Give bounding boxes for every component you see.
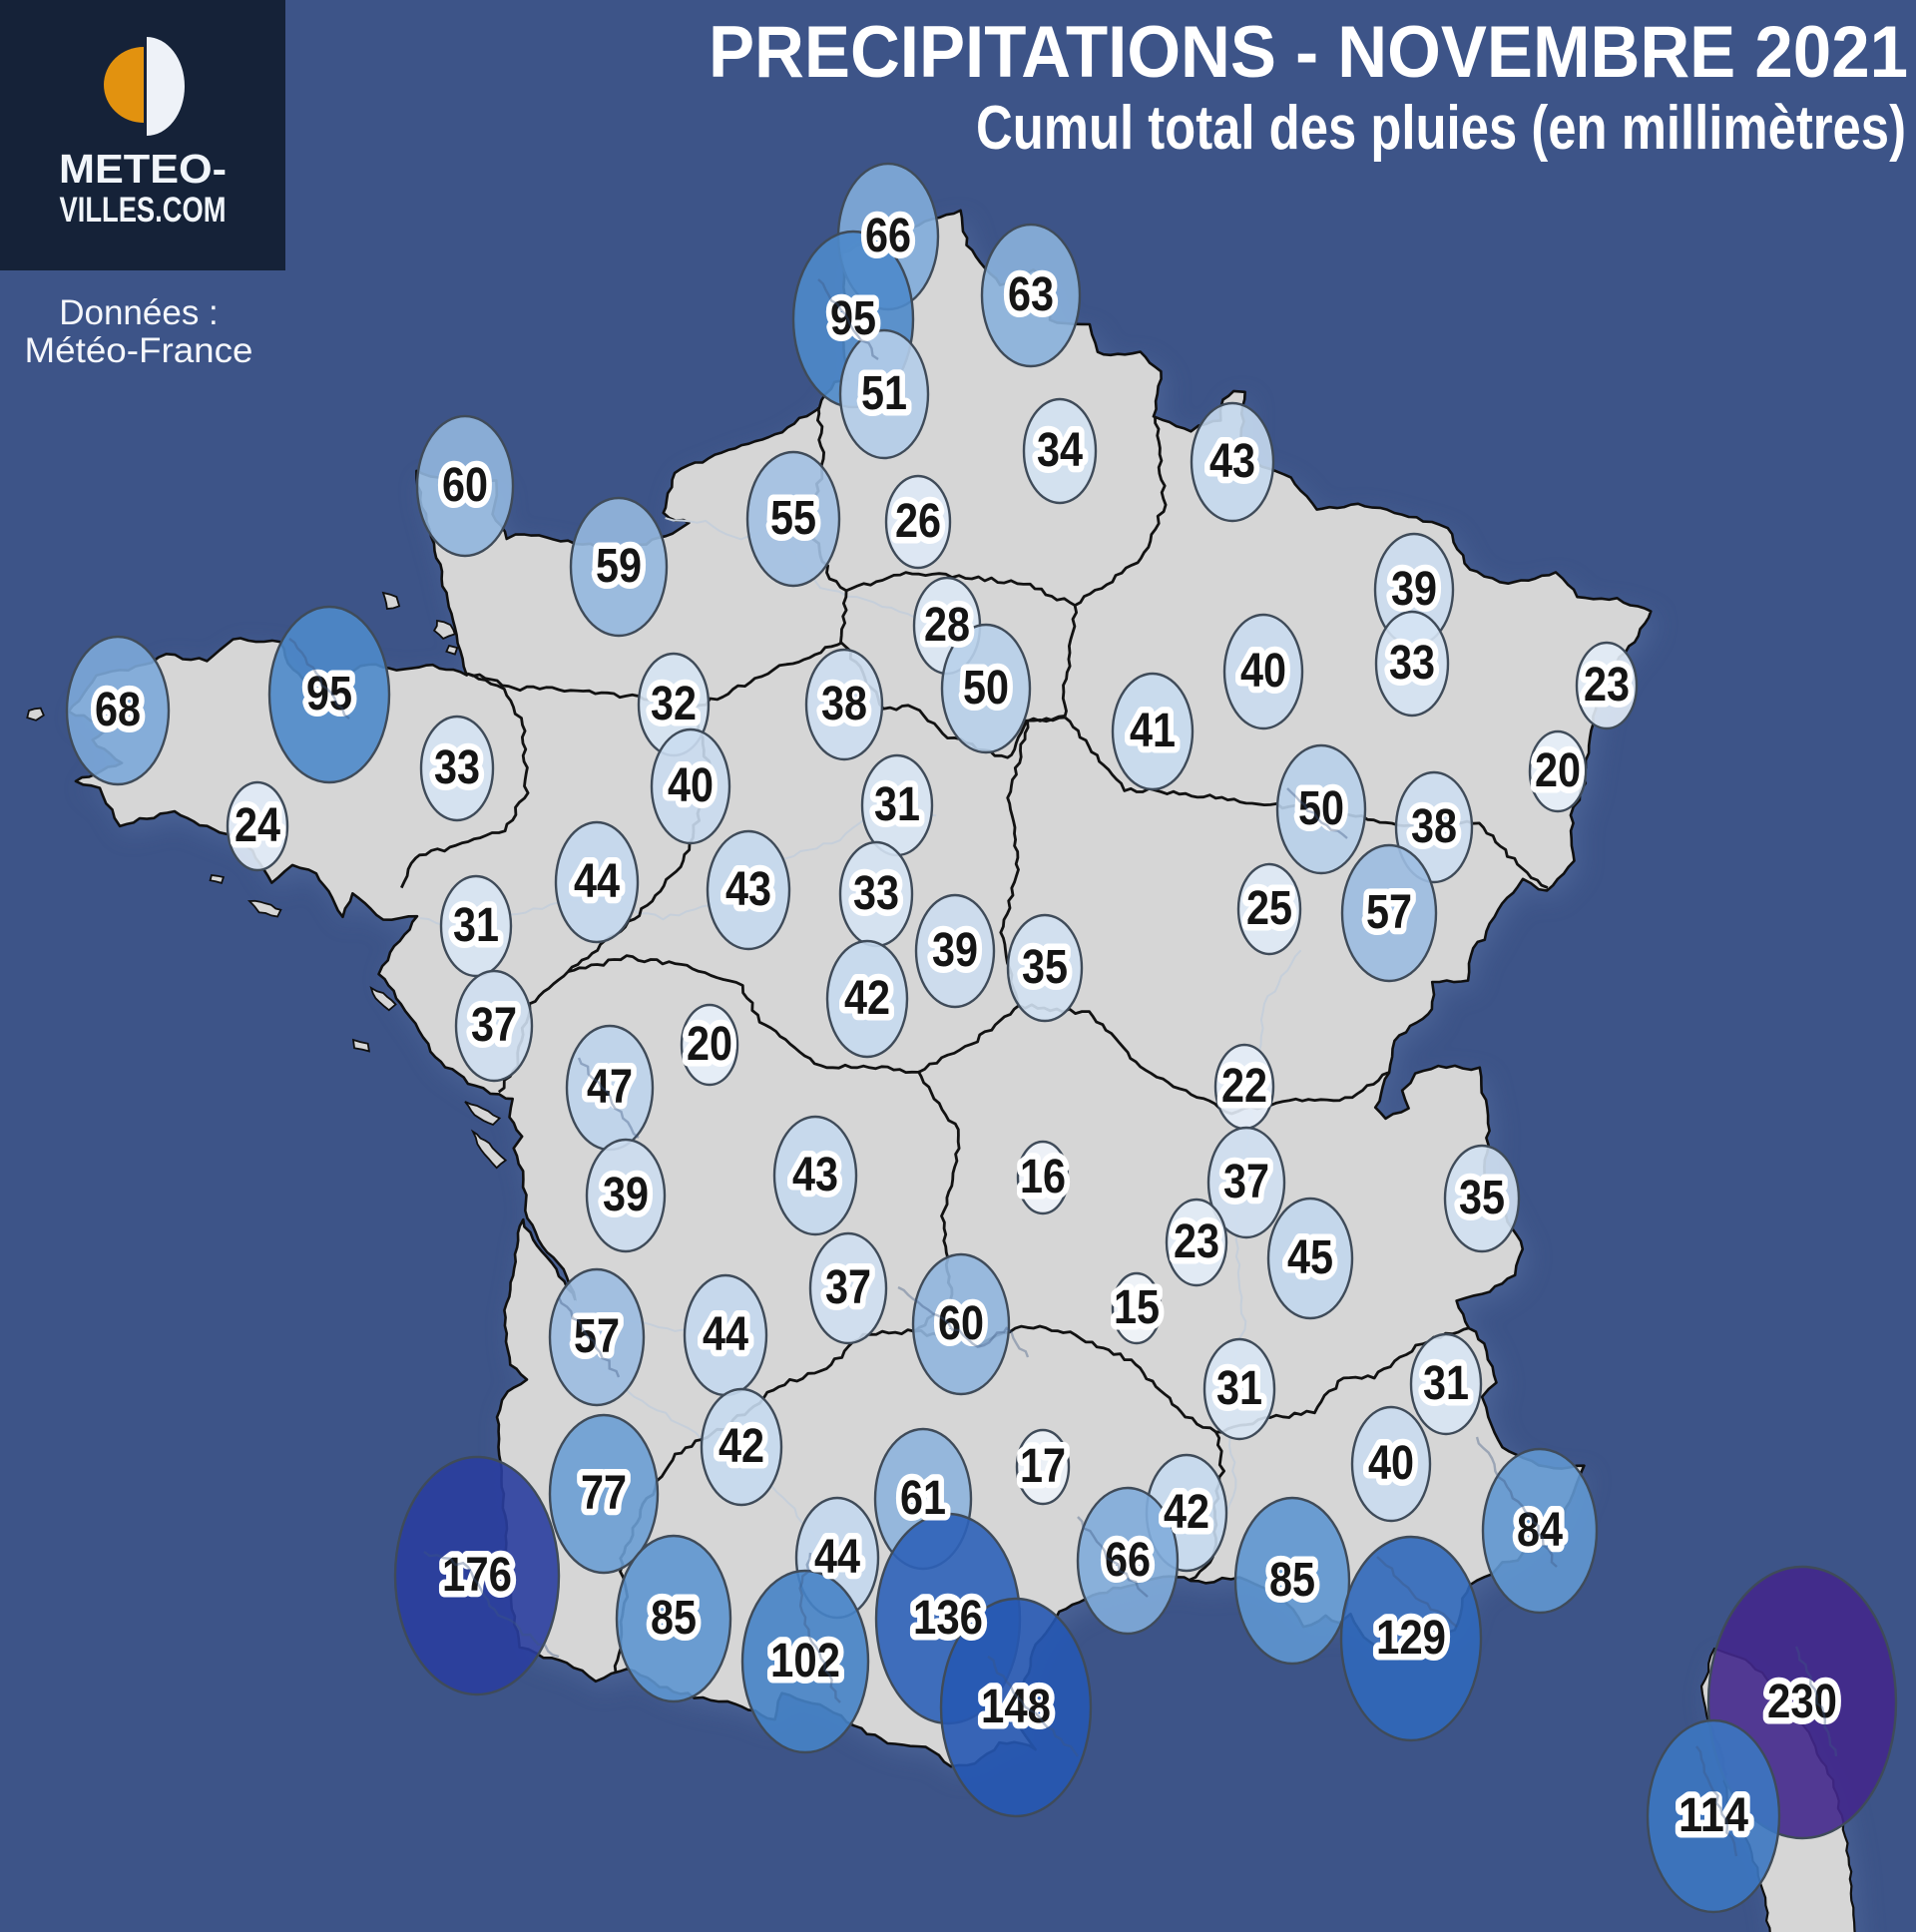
svg-text:VILLES.COM: VILLES.COM: [60, 191, 227, 230]
svg-text:42: 42: [844, 972, 890, 1025]
svg-text:136: 136: [913, 1592, 983, 1645]
svg-text:METEO-: METEO-: [59, 146, 227, 192]
svg-text:114: 114: [1678, 1789, 1748, 1842]
svg-text:102: 102: [770, 1635, 840, 1688]
svg-text:41: 41: [1130, 705, 1176, 757]
svg-text:66: 66: [1105, 1534, 1151, 1587]
svg-text:148: 148: [981, 1681, 1051, 1733]
svg-text:66: 66: [865, 210, 911, 262]
svg-text:20: 20: [687, 1018, 732, 1071]
svg-text:33: 33: [853, 867, 899, 920]
svg-text:60: 60: [938, 1297, 984, 1350]
svg-text:31: 31: [874, 778, 920, 831]
svg-text:31: 31: [1423, 1357, 1469, 1410]
svg-text:23: 23: [1584, 659, 1630, 712]
svg-text:63: 63: [1008, 268, 1054, 321]
svg-text:37: 37: [471, 999, 517, 1052]
svg-text:59: 59: [596, 540, 642, 593]
svg-text:40: 40: [668, 759, 714, 812]
svg-text:28: 28: [924, 599, 970, 652]
svg-text:26: 26: [895, 495, 941, 548]
svg-text:43: 43: [792, 1149, 838, 1202]
svg-text:176: 176: [442, 1549, 512, 1602]
svg-text:Cumul total des pluies (en mil: Cumul total des pluies (en millimètres): [976, 94, 1906, 163]
svg-text:24: 24: [235, 799, 280, 852]
svg-text:43: 43: [1209, 435, 1255, 488]
svg-text:35: 35: [1459, 1172, 1505, 1224]
svg-text:60: 60: [442, 459, 488, 512]
svg-text:Données :: Données :: [59, 293, 219, 332]
svg-text:32: 32: [651, 678, 697, 730]
svg-text:39: 39: [1391, 563, 1437, 616]
svg-text:39: 39: [603, 1169, 649, 1221]
svg-text:57: 57: [1366, 886, 1412, 939]
svg-text:16: 16: [1020, 1151, 1066, 1204]
svg-text:95: 95: [830, 292, 876, 345]
svg-text:34: 34: [1037, 424, 1083, 477]
svg-text:15: 15: [1114, 1281, 1160, 1334]
svg-text:23: 23: [1174, 1215, 1219, 1268]
svg-text:39: 39: [932, 924, 978, 977]
svg-text:85: 85: [1269, 1554, 1315, 1607]
svg-text:25: 25: [1246, 882, 1292, 935]
svg-text:40: 40: [1368, 1437, 1414, 1490]
svg-text:PRECIPITATIONS - NOVEMBRE 2021: PRECIPITATIONS - NOVEMBRE 2021: [709, 12, 1908, 93]
svg-text:42: 42: [1164, 1486, 1209, 1539]
svg-text:50: 50: [963, 662, 1009, 715]
svg-text:37: 37: [825, 1261, 871, 1314]
svg-text:22: 22: [1221, 1060, 1267, 1113]
svg-text:129: 129: [1376, 1612, 1446, 1665]
svg-text:55: 55: [770, 492, 816, 545]
svg-text:85: 85: [651, 1592, 697, 1645]
svg-text:61: 61: [900, 1472, 946, 1525]
svg-text:Météo-France: Météo-France: [25, 331, 253, 370]
svg-text:35: 35: [1022, 941, 1068, 994]
svg-text:84: 84: [1517, 1504, 1563, 1557]
svg-text:38: 38: [1411, 800, 1457, 853]
svg-text:47: 47: [587, 1061, 633, 1114]
svg-text:57: 57: [574, 1310, 620, 1363]
svg-text:33: 33: [434, 741, 480, 794]
svg-text:17: 17: [1020, 1440, 1066, 1493]
svg-text:230: 230: [1767, 1676, 1837, 1728]
svg-text:51: 51: [861, 367, 907, 420]
svg-text:95: 95: [306, 668, 352, 721]
svg-text:44: 44: [574, 855, 620, 908]
svg-text:44: 44: [814, 1531, 860, 1584]
svg-text:68: 68: [95, 684, 141, 736]
svg-text:77: 77: [581, 1467, 627, 1520]
svg-text:43: 43: [725, 863, 771, 916]
svg-text:31: 31: [1216, 1362, 1262, 1415]
svg-text:38: 38: [821, 678, 867, 730]
svg-text:31: 31: [453, 899, 499, 952]
svg-text:45: 45: [1287, 1231, 1333, 1284]
svg-text:50: 50: [1298, 782, 1344, 835]
svg-text:44: 44: [703, 1308, 748, 1361]
svg-text:33: 33: [1389, 637, 1435, 690]
svg-text:42: 42: [718, 1420, 764, 1473]
svg-text:37: 37: [1223, 1156, 1269, 1208]
svg-text:20: 20: [1535, 744, 1581, 797]
svg-text:40: 40: [1240, 645, 1286, 698]
